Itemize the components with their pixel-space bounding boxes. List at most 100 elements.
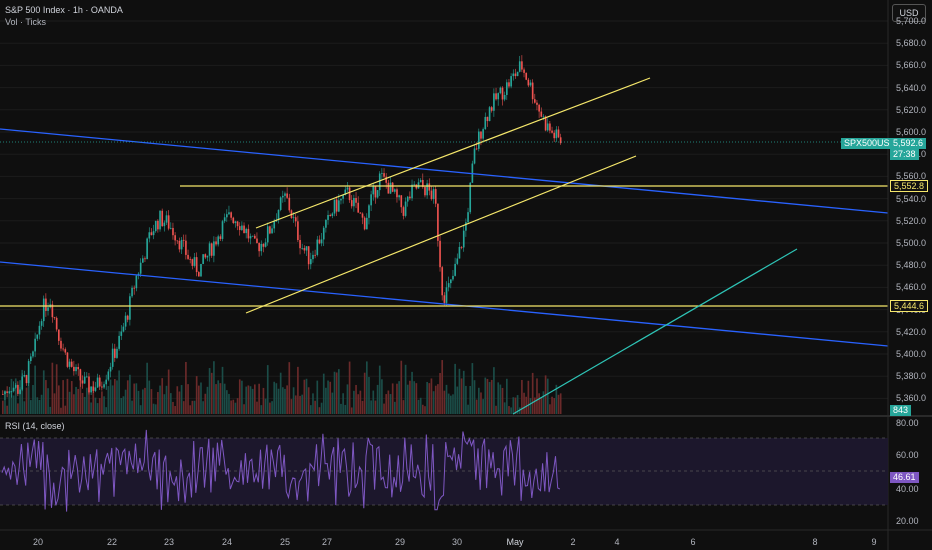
candle-body [243,225,245,234]
symbol-title[interactable]: S&P 500 Index · 1h · OANDA [5,5,123,15]
volume-bar [116,380,118,414]
level-upper-tag: 5,552.8 [890,180,929,192]
price-tick: 5,640.0 [896,82,927,93]
volume-bar [70,381,73,414]
volume-bar [406,384,409,414]
volume-bar [187,384,189,414]
yellow-channel-top[interactable] [255,77,651,229]
candle-body [191,259,194,266]
candle-body [180,239,183,250]
volume-bar [404,364,407,414]
volume-bar [340,403,342,414]
volume-bar [236,398,239,414]
volume-bar [469,386,472,414]
candle-body [480,131,482,139]
volume-bar [282,387,284,414]
volume-bar [387,390,390,414]
volume-bar [372,390,375,414]
candle-body [338,200,340,212]
volume-bar [232,399,235,414]
candle-body [320,239,323,244]
volume-tag: 843 [890,405,912,416]
candle-body [165,215,168,223]
currency-button[interactable]: USD [892,4,926,22]
rsi-label[interactable]: RSI (14, close) [5,421,65,431]
yellow-channel-bottom[interactable] [245,155,637,314]
volume-bar [40,394,43,414]
volume-bar [473,380,476,414]
candle-body [282,195,284,198]
time-tick: 22 [106,537,118,547]
volume-bar [320,402,323,414]
candle-body [264,242,267,247]
candle-body [103,384,105,388]
volume-bar [327,380,329,414]
volume-bar [480,392,482,414]
candle-body [36,334,39,339]
volume-bar [163,394,166,414]
candle-body [124,315,127,327]
volume-bar [376,384,379,414]
candle-body [387,182,390,194]
candle-body [437,203,439,241]
price-tick: 5,560.0 [896,171,927,182]
volume-bar [484,377,487,414]
volume-bar [523,392,525,414]
volume-bar [322,373,325,414]
volume-bar [133,383,136,414]
volume-bar [529,398,532,414]
candle-body [8,391,11,393]
volume-bar [172,401,174,414]
candle-body [195,257,198,273]
volume-indicator-label[interactable]: Vol · Ticks [5,17,47,27]
candle-body [305,246,308,251]
candle-body [348,187,351,201]
candle-body [391,182,394,192]
candle-body [51,304,54,318]
candle-body [557,129,560,138]
volume-bar [508,406,510,414]
volume-bar [200,382,202,414]
candle-body [307,246,310,265]
volume-bar [400,360,403,414]
volume-bar [159,385,161,414]
time-tick: 4 [614,537,620,547]
volume-bar [460,378,463,414]
volume-bar [514,397,517,414]
candle-body [131,287,133,297]
volume-bar [83,396,86,414]
volume-bar [422,404,424,414]
volume-bar [454,363,456,414]
volume-bar [381,379,383,414]
candle-body [260,243,263,252]
candle-body [368,205,370,218]
candle-body [385,176,388,183]
volume-bar [27,373,30,414]
candle-body [135,275,138,289]
volume-bar [62,380,64,414]
candle-body [262,243,265,247]
candle-body [495,93,497,100]
candle-body [30,356,32,362]
volume-bar [34,365,36,414]
candle-body [122,326,125,332]
candle-body [55,317,58,330]
candle-body [301,247,304,249]
volume-bar [538,393,540,414]
candle-body [277,209,280,220]
volume-bar [105,407,108,414]
candle-body [398,195,400,198]
candle-body [340,198,342,201]
blue-trendline-upper[interactable] [0,128,889,214]
candle-body [126,315,129,320]
blue-trendline-lower[interactable] [0,261,889,347]
candle-body [68,361,71,367]
candle-body [17,384,19,394]
candle-body [493,93,495,111]
candle-body [490,107,493,111]
volume-bar [73,394,75,414]
candle-body [434,189,437,204]
cyan-trendline[interactable] [512,248,798,415]
candle-body [514,73,517,77]
